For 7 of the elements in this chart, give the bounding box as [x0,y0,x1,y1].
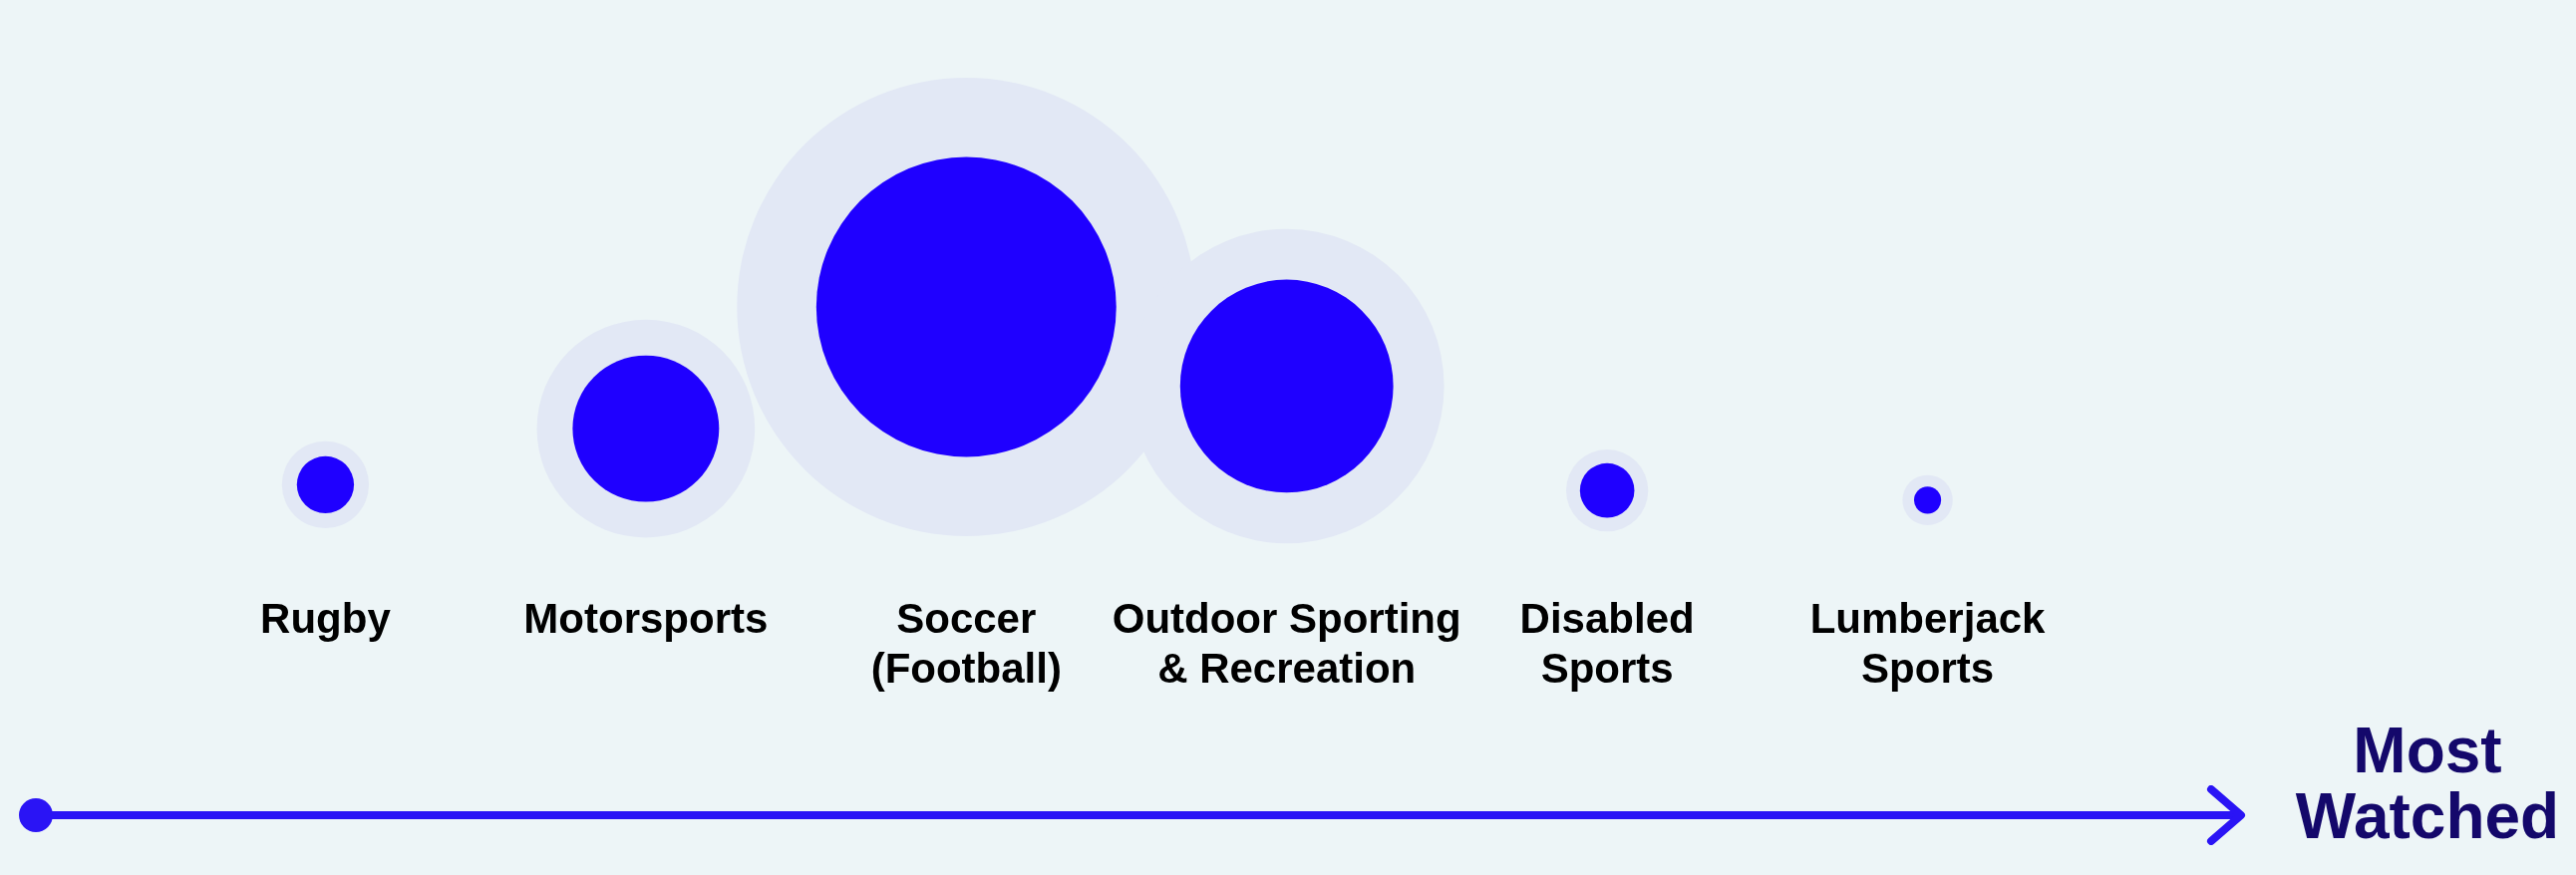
x-axis-title: Most Watched [2294,715,2561,852]
x-tick-label: Rugby [260,594,392,642]
x-tick-label: Disabled Sports [1519,594,1695,693]
x-tick-label: Soccer (Football) [870,594,1062,693]
x-tick-label: Outdoor Sporting & Recreation [1112,594,1461,693]
x-tick-label: Motorsports [523,594,769,642]
x-tick-label: Lumberjack Sports [1809,594,2047,693]
